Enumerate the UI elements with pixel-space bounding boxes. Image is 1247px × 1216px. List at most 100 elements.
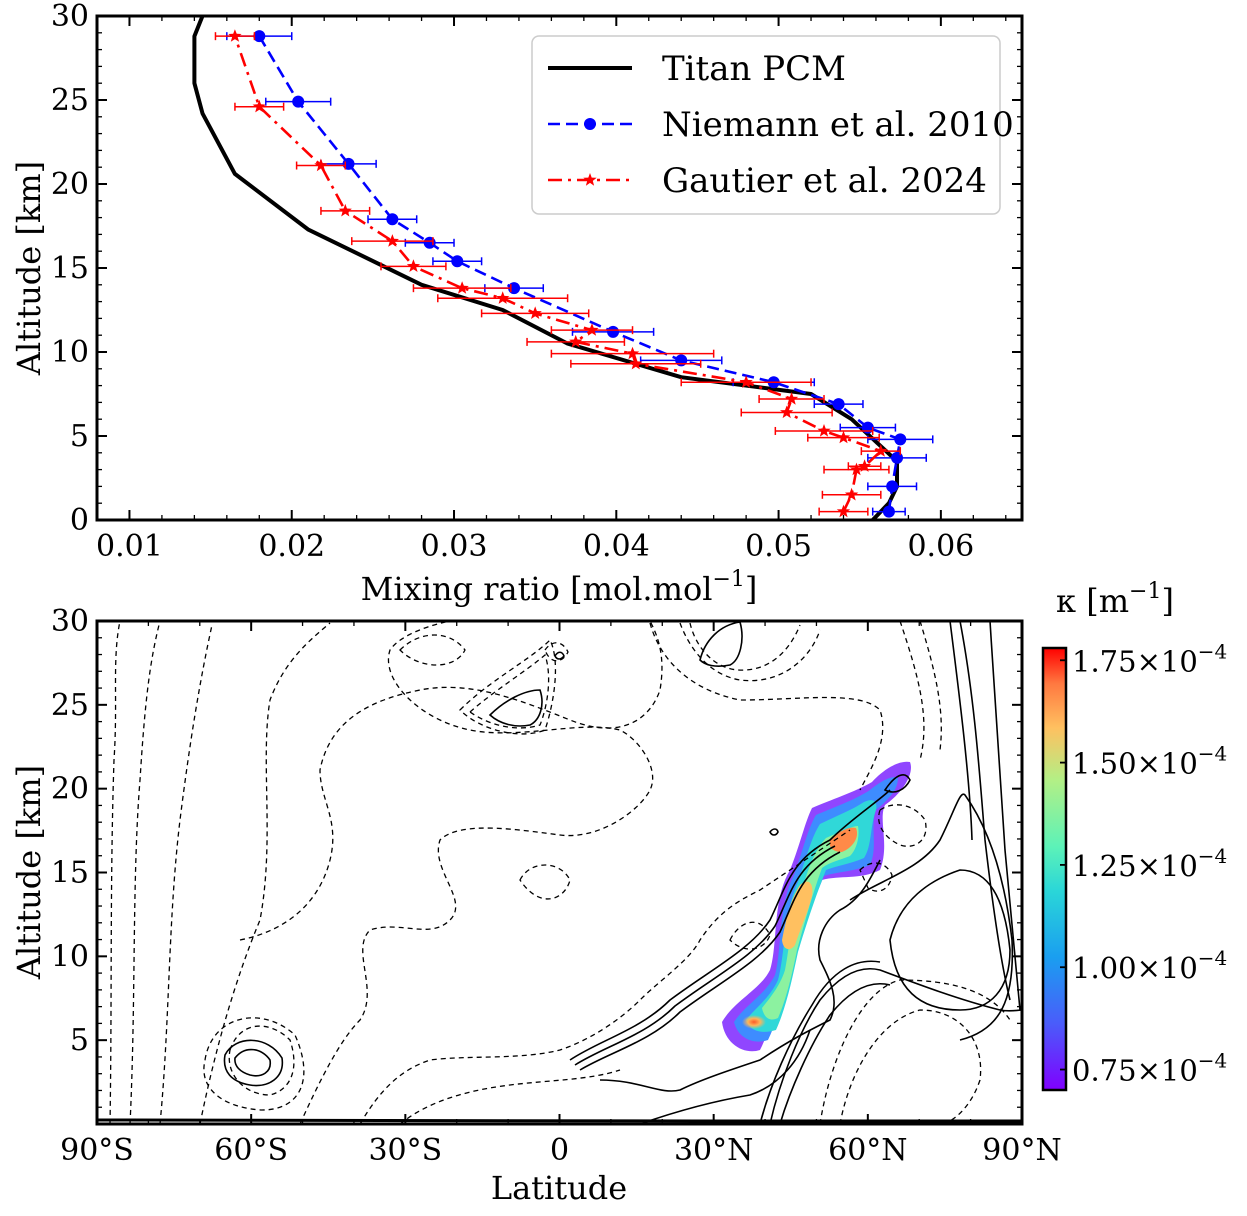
contour-solid (639, 1029, 811, 1124)
contour-solid (699, 621, 743, 667)
data-point-star (338, 203, 352, 217)
data-point-circle (675, 354, 688, 367)
colorbar-tick-label: 1.75×10−4 (1072, 639, 1227, 678)
data-point-circle (423, 236, 436, 249)
contour-dashed (159, 624, 213, 1124)
data-point-star (836, 504, 851, 518)
y-tick-label: 5 (70, 419, 89, 454)
legend-item: Titan PCM (548, 49, 846, 89)
y-tick-label: 20 (51, 772, 89, 807)
data-point-star (385, 234, 399, 247)
region-orange-high (829, 827, 858, 852)
data-point-star (739, 375, 753, 388)
solid-contours (97, 621, 1022, 1124)
data-point-star (406, 259, 421, 272)
series-titan-pcm (192, 16, 899, 520)
contour-solid (488, 689, 543, 727)
contour-dashed (819, 979, 1011, 1124)
colorbar-gradient (1041, 646, 1068, 1092)
y-tick-label: 25 (51, 83, 89, 118)
legend-label: Gautier et al. 2024 (662, 161, 987, 201)
data-point-circle (886, 480, 899, 493)
legend-item: Gautier et al. 2024 (548, 161, 987, 201)
legend-label: Titan PCM (662, 49, 846, 89)
series-niemann-et-al-2010 (226, 30, 934, 518)
data-point-circle (451, 255, 464, 268)
contour-solid (889, 869, 1011, 1011)
colorbar-tick-label: 1.25×10−4 (1072, 844, 1227, 883)
contour-dashed (544, 642, 569, 662)
y-tick-label: 15 (51, 251, 89, 286)
data-point-star (874, 444, 888, 457)
data-point-circle (832, 398, 845, 411)
x-tick-label: 0.04 (583, 529, 650, 564)
data-point-circle (607, 325, 620, 338)
data-point-star (314, 158, 328, 172)
x-tick-label: 90°S (60, 1133, 134, 1168)
data-point-circle (882, 505, 895, 518)
contour-solid (569, 789, 891, 1061)
contour-dashed (689, 622, 801, 671)
y-tick-label: 0 (70, 503, 89, 538)
contour-dashed (679, 622, 821, 682)
contour-dashed (199, 622, 331, 1124)
contour-dashed (468, 653, 550, 729)
extinction-colored-region (722, 761, 911, 1052)
data-point-star (817, 424, 831, 437)
contour-solid (959, 621, 1011, 1001)
data-point-star (849, 462, 864, 476)
contour-solid (223, 1039, 284, 1087)
mixing-ratio-profile-chart: 0.01 0.02 0.03 0.04 0.05 0.06 0 5 10 15 20 25 30 Mix… (10, 0, 1024, 608)
y-tick-label: 30 (51, 0, 89, 34)
x-tick-label: 60°N (828, 1133, 907, 1168)
contour-solid (883, 774, 911, 793)
bottom-tick-labels: 90°S 60°S 30°S 0 30°N 60°N 90°N 5 10 15 20 25 30 (51, 604, 1062, 1168)
data-point-star (528, 306, 542, 319)
contour-solid (574, 845, 836, 1066)
data-point-star (780, 405, 794, 419)
contour-solid (769, 968, 1022, 1124)
contour-dashed (109, 621, 121, 1124)
data-point-circle (292, 95, 305, 108)
region-hotspot-low (742, 1015, 766, 1029)
contour-dashed (839, 1009, 982, 1124)
data-point-star (625, 346, 640, 360)
contour-dashed (878, 804, 927, 847)
series-line (233, 35, 883, 513)
y-tick-label: 15 (51, 856, 89, 891)
legend-item: Niemann et al. 2010 (548, 105, 1014, 145)
top-y-axis-label: Altitude [km] (10, 161, 48, 376)
colorbar: 0.75×10−4 1.00×10−4 1.25×10−4 1.50×10−4 1.75… (1041, 579, 1227, 1092)
dashed-contours (109, 621, 1011, 1124)
contour-solid-bottom (97, 1118, 1022, 1123)
region-green (762, 826, 859, 1020)
data-point-star (252, 99, 266, 113)
data-point-circle (342, 157, 355, 170)
top-plot-frame (95, 14, 1024, 522)
data-point-star (844, 487, 859, 501)
x-tick-label: 0.01 (96, 529, 163, 564)
contour-dashed (519, 864, 571, 900)
contour-dashed (203, 1017, 305, 1111)
contour-dashed (859, 862, 893, 892)
y-tick-label: 10 (51, 335, 89, 370)
colorbar-title: κ [m−1] (1056, 579, 1174, 620)
contour-solid (234, 1048, 272, 1077)
bottom-axis-ticks (96, 620, 1023, 1124)
contour-dashed (729, 921, 771, 950)
colorbar-tick-label: 1.00×10−4 (1072, 946, 1227, 985)
x-tick-label: 90°N (982, 1133, 1061, 1168)
y-tick-label: 30 (51, 604, 89, 639)
plot-background (97, 621, 1022, 1124)
contour-dashed (459, 638, 557, 735)
contour-dashed (399, 1069, 621, 1124)
bottom-x-axis-label: Latitude (491, 1169, 627, 1207)
top-series-group (192, 16, 934, 520)
y-tick-label: 20 (51, 167, 89, 202)
data-point-star (836, 430, 851, 444)
y-tick-label: 25 (51, 688, 89, 723)
legend: Titan PCM Niemann et al. 2010 Gautier et a… (531, 35, 1014, 215)
data-point-circle (894, 433, 907, 446)
data-point-star (585, 323, 599, 336)
